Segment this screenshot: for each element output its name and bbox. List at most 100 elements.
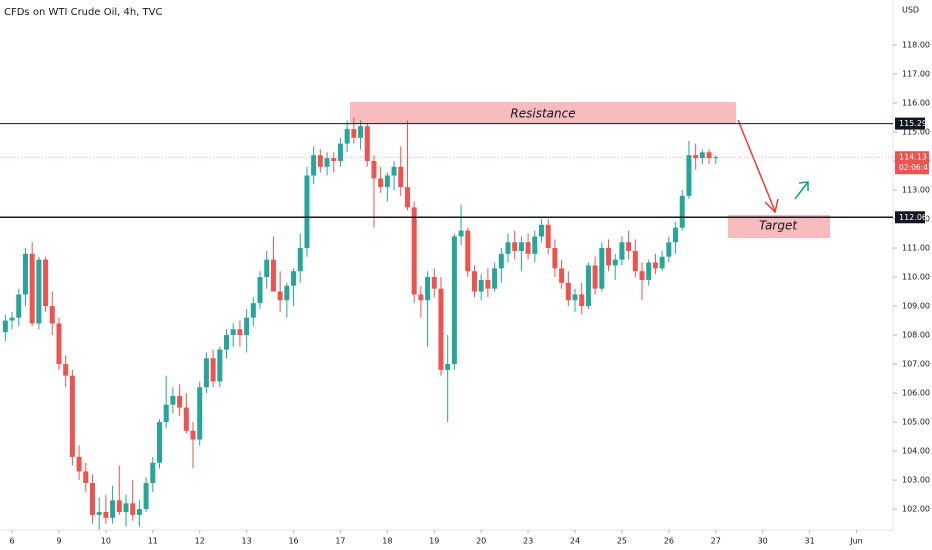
- candle-body: [384, 175, 390, 188]
- candle-body: [237, 329, 243, 336]
- candle-body: [458, 230, 464, 237]
- candle-body: [244, 317, 250, 336]
- candle-body: [311, 155, 317, 176]
- x-tick-label: 31: [804, 537, 814, 546]
- y-tick-label: 116.00: [902, 98, 930, 107]
- candle-body: [183, 407, 189, 431]
- candle-body: [157, 422, 163, 463]
- candle-body: [337, 143, 343, 162]
- candle-body: [592, 265, 598, 289]
- y-tick-label: 115.00: [902, 127, 930, 136]
- candle-body: [257, 277, 263, 304]
- candle-body: [317, 155, 323, 167]
- x-tick-label: 17: [335, 537, 345, 546]
- candle-body: [699, 152, 705, 159]
- candle-body: [565, 282, 571, 301]
- candle-body: [445, 364, 451, 370]
- candle-body: [22, 253, 28, 295]
- candle-body: [210, 358, 216, 382]
- candle-body: [9, 317, 15, 321]
- candle-body: [63, 364, 69, 376]
- candle-body: [177, 395, 183, 408]
- candle-body: [559, 268, 565, 283]
- x-tick-label: 27: [711, 537, 721, 546]
- chart-title: CFDs on WTI Crude Oil, 4h, TVC: [4, 7, 162, 18]
- candle-body: [110, 500, 116, 518]
- candle-body: [686, 155, 692, 196]
- candle-body: [351, 129, 357, 138]
- candle-body: [371, 161, 377, 179]
- candle-body: [76, 456, 82, 472]
- x-tick-label: 23: [523, 537, 533, 546]
- candle-body: [331, 158, 337, 162]
- candle-body: [96, 512, 102, 515]
- candle-body: [43, 259, 49, 307]
- candle-body: [652, 262, 658, 269]
- y-tick-label: 110.00: [902, 273, 930, 282]
- down-arrow-head: [764, 198, 779, 214]
- countdown-label: 02:06:47: [899, 163, 932, 172]
- candle-body: [190, 430, 196, 440]
- candle-body: [103, 512, 109, 518]
- candle-body: [706, 152, 712, 159]
- candle-body: [230, 329, 236, 336]
- y-tick-label: 118.00: [902, 40, 930, 49]
- candle-body: [304, 175, 310, 249]
- candle-body: [49, 306, 55, 324]
- resistance-zone: [350, 102, 736, 124]
- level-tag: [895, 117, 925, 130]
- level-tag: [895, 211, 925, 224]
- target-label: Target: [759, 219, 798, 233]
- candle-body: [666, 242, 672, 257]
- candle-body: [130, 503, 136, 515]
- candle-body: [123, 503, 129, 513]
- candle-body: [606, 248, 612, 266]
- candle-body: [485, 279, 491, 289]
- candle-body: [136, 509, 142, 515]
- x-tick-label: 20: [476, 537, 486, 546]
- zones: [350, 102, 830, 238]
- up-arrow: [794, 181, 809, 200]
- candle-body: [471, 271, 477, 292]
- candle-body: [498, 253, 504, 269]
- candle-body: [579, 294, 585, 307]
- candle-body: [438, 288, 444, 370]
- candle-body: [203, 358, 209, 388]
- candle-body: [639, 271, 645, 280]
- y-tick-label: 117.00: [902, 69, 930, 78]
- candle-body: [525, 242, 531, 254]
- candle-body: [217, 349, 223, 382]
- candle-body: [451, 236, 457, 365]
- candle-body: [679, 195, 685, 228]
- candle-body: [143, 483, 149, 510]
- candle-body: [431, 277, 437, 289]
- candle-body: [163, 404, 169, 423]
- candle-body: [250, 303, 256, 318]
- candle-body: [29, 253, 35, 324]
- candle-body: [344, 129, 350, 144]
- y-tick-label: 104.00: [902, 447, 930, 456]
- candle-body: [552, 248, 558, 269]
- candle-body: [512, 242, 518, 251]
- y-tick-label: 102.00: [902, 505, 930, 514]
- candle-body: [518, 242, 524, 251]
- candle-body: [150, 462, 156, 484]
- candle-body: [89, 483, 95, 515]
- candle-body: [465, 230, 471, 272]
- x-tick-label: 16: [288, 537, 298, 546]
- down-arrow: [737, 119, 776, 212]
- last-price-tag: [895, 151, 929, 175]
- candle-body: [599, 248, 605, 289]
- x-tick-label: 10: [101, 537, 111, 546]
- candle-body: [378, 178, 384, 188]
- candle-body: [224, 335, 230, 350]
- up-arrow-head: [798, 181, 809, 191]
- x-tick-label: 30: [758, 537, 768, 546]
- y-tick-label: 111.00: [902, 244, 930, 253]
- candle-body: [398, 166, 404, 188]
- candle-body: [364, 126, 370, 162]
- y-tick-label: 108.00: [902, 331, 930, 340]
- candle-body: [632, 250, 638, 272]
- candle-body: [277, 291, 283, 301]
